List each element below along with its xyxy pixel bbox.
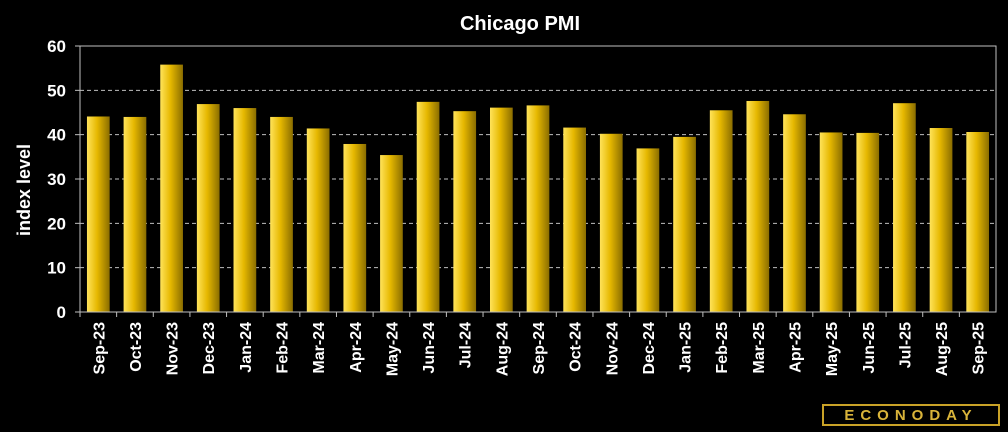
y-tick-label: 10 (47, 259, 66, 278)
logo-text: ECONODAY (844, 406, 978, 424)
bar (636, 148, 660, 312)
x-tick-label: Jan-25 (678, 322, 695, 373)
x-tick-label: Feb-25 (714, 322, 731, 374)
x-tick-label: Oct-23 (128, 322, 145, 372)
bar (380, 155, 403, 312)
bar (306, 128, 330, 312)
bar (746, 100, 770, 313)
x-tick-label: Jun-25 (861, 322, 878, 374)
bar (709, 110, 733, 313)
bar (526, 105, 550, 312)
bar (270, 116, 293, 312)
y-tick-label: 30 (47, 170, 66, 189)
x-tick-label: May-25 (824, 322, 841, 376)
econoday-logo: ECONODAY (822, 404, 1000, 426)
bar (453, 111, 477, 312)
bar (819, 132, 843, 312)
x-tick-label: Feb-24 (275, 322, 292, 374)
x-tick-label: Dec-24 (641, 322, 658, 375)
plot-area-border (79, 45, 997, 313)
y-tick-label: 20 (47, 214, 66, 233)
x-tick-label: Apr-25 (787, 322, 804, 373)
chart-title: Chicago PMI (460, 13, 580, 35)
bar (856, 132, 880, 312)
x-tick-label: Sep-25 (971, 322, 988, 375)
y-tick-label: 50 (47, 81, 66, 100)
bar (673, 136, 696, 312)
y-axis-label: index level (14, 144, 34, 236)
x-tick-label: Apr-24 (348, 322, 365, 373)
y-tick-label: 40 (47, 126, 66, 145)
bar (893, 103, 916, 312)
bar (599, 133, 623, 312)
bar (343, 143, 367, 312)
x-tick-label: Dec-23 (201, 322, 218, 375)
x-tick-label: Aug-25 (934, 322, 951, 376)
bar (563, 127, 586, 312)
x-tick-label: Jan-24 (238, 322, 255, 373)
bar (966, 132, 990, 312)
x-tick-label: Nov-24 (604, 322, 621, 375)
x-tick-label: Sep-24 (531, 322, 548, 375)
x-tick-label: Mar-24 (311, 322, 328, 374)
bar (160, 64, 183, 313)
x-tick-label: Sep-23 (91, 322, 108, 375)
x-tick-label: Mar-25 (751, 322, 768, 374)
x-tick-label: Aug-24 (494, 322, 511, 376)
x-tick-label: Jul-25 (897, 322, 914, 368)
bar (123, 116, 147, 312)
bar (490, 107, 513, 312)
bar (929, 128, 953, 312)
x-tick-label: Jun-24 (421, 322, 438, 374)
bar (196, 104, 220, 313)
bar (233, 108, 257, 312)
x-tick-label: Nov-23 (165, 322, 182, 375)
bar (416, 101, 440, 312)
bar (86, 116, 110, 313)
y-tick-label: 60 (47, 37, 66, 56)
x-tick-label: Oct-24 (568, 322, 585, 372)
x-tick-label: May-24 (384, 322, 401, 376)
y-tick-label: 0 (57, 303, 66, 322)
bar (783, 114, 806, 312)
x-tick-label: Jul-24 (458, 322, 475, 368)
